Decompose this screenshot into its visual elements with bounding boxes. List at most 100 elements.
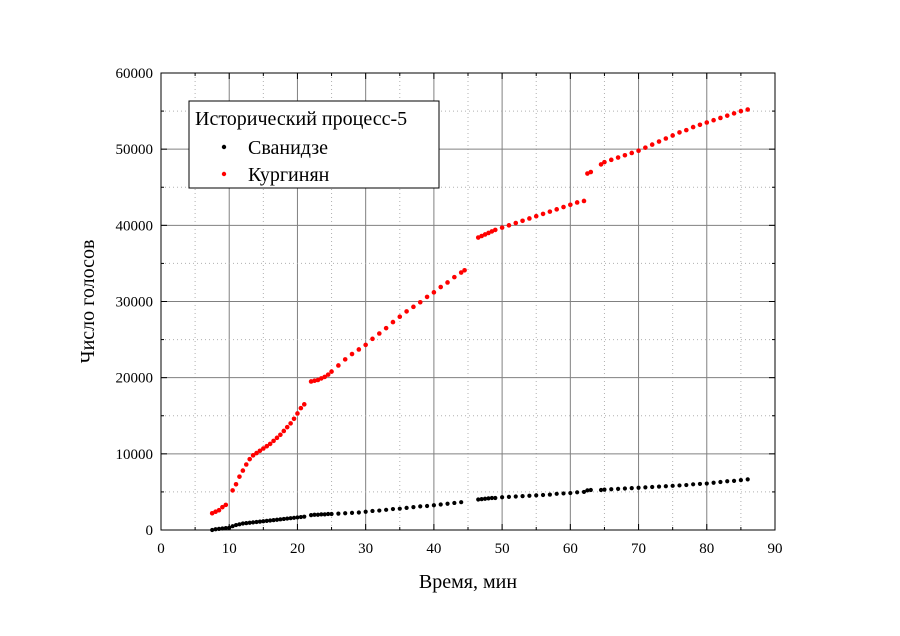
- data-point: [254, 519, 259, 525]
- data-point: [295, 411, 300, 416]
- series-layer: [209, 107, 751, 533]
- data-point: [711, 117, 716, 123]
- data-point: [534, 493, 539, 498]
- data-point: [220, 504, 225, 510]
- data-point: [670, 483, 675, 488]
- data-point: [264, 443, 270, 449]
- data-point: [325, 372, 331, 377]
- data-point: [725, 479, 730, 484]
- data-point: [384, 507, 389, 512]
- data-point: [257, 519, 263, 524]
- data-point: [254, 450, 259, 456]
- data-point: [411, 304, 416, 310]
- data-point: [602, 487, 607, 492]
- data-point: [718, 115, 723, 121]
- data-point: [370, 508, 375, 514]
- data-point: [322, 374, 328, 380]
- data-point: [349, 510, 355, 515]
- data-point: [540, 211, 546, 217]
- data-point: [540, 492, 546, 498]
- data-point: [670, 133, 675, 138]
- y-tick-label: 50000: [116, 142, 154, 158]
- data-point: [622, 152, 628, 158]
- y-tick-label: 0: [146, 523, 154, 539]
- data-point: [237, 522, 242, 527]
- data-point: [615, 486, 621, 491]
- data-point: [247, 520, 252, 525]
- data-point: [581, 198, 587, 204]
- data-point: [506, 494, 512, 499]
- data-point: [370, 336, 375, 342]
- data-point: [581, 489, 587, 495]
- data-point: [568, 490, 573, 496]
- x-tick-label: 0: [157, 541, 165, 557]
- data-point: [520, 494, 525, 499]
- legend: Исторический процесс-5 Сванидзе Кургинян: [188, 100, 440, 189]
- data-point: [585, 488, 590, 493]
- data-point: [704, 120, 710, 125]
- y-tick-label: 40000: [116, 218, 154, 234]
- data-point: [561, 204, 566, 210]
- data-point: [390, 319, 396, 325]
- data-point: [547, 492, 552, 497]
- data-point: [356, 347, 362, 352]
- data-point: [724, 113, 730, 118]
- x-tick-label: 30: [358, 541, 373, 557]
- data-point: [223, 502, 229, 508]
- data-point: [649, 142, 655, 147]
- data-point: [230, 524, 235, 529]
- data-point: [271, 517, 276, 523]
- data-point: [643, 145, 648, 150]
- data-point: [445, 280, 450, 285]
- data-point: [608, 157, 614, 163]
- data-point: [291, 416, 297, 422]
- data-point: [476, 497, 481, 502]
- data-point: [216, 507, 222, 513]
- data-point: [636, 148, 641, 153]
- y-axis-label: Число голосов: [77, 240, 99, 364]
- data-point: [677, 130, 682, 135]
- data-point: [302, 514, 307, 519]
- data-point: [598, 162, 604, 167]
- x-tick-label: 90: [768, 541, 783, 557]
- data-point: [298, 514, 303, 520]
- data-point: [697, 122, 703, 128]
- data-point: [411, 505, 416, 510]
- data-point: [240, 521, 245, 526]
- data-point: [575, 490, 580, 495]
- data-point: [527, 493, 532, 498]
- data-point: [285, 516, 290, 521]
- data-point: [445, 501, 450, 506]
- data-point: [731, 111, 737, 116]
- data-point: [656, 484, 662, 489]
- y-axis-ticks: 0 10000 20000 30000 40000 50000 60000: [116, 66, 775, 539]
- data-point: [738, 108, 744, 114]
- x-axis-label: Время, мин: [419, 571, 517, 593]
- data-point: [268, 518, 273, 523]
- data-point: [288, 421, 293, 426]
- data-point: [356, 510, 361, 515]
- data-point: [404, 309, 409, 314]
- series-1: [209, 107, 751, 516]
- data-point: [527, 216, 532, 221]
- data-point: [718, 479, 723, 485]
- x-tick-label: 80: [699, 541, 714, 557]
- data-point: [257, 448, 263, 454]
- legend-marker-kurginyan: [221, 171, 227, 177]
- data-point: [271, 438, 276, 444]
- data-point: [274, 435, 280, 441]
- y-tick-label: 60000: [116, 66, 154, 82]
- data-point: [329, 511, 334, 517]
- data-point: [663, 484, 668, 489]
- data-point: [731, 478, 737, 483]
- data-point: [493, 495, 498, 501]
- data-point: [274, 517, 280, 522]
- data-point: [230, 488, 235, 493]
- data-point: [520, 218, 525, 224]
- data-point: [677, 483, 682, 488]
- data-point: [622, 486, 628, 491]
- data-point: [295, 515, 300, 520]
- data-point: [336, 363, 341, 368]
- data-point: [233, 482, 239, 487]
- legend-marker-svanidze: [221, 144, 227, 150]
